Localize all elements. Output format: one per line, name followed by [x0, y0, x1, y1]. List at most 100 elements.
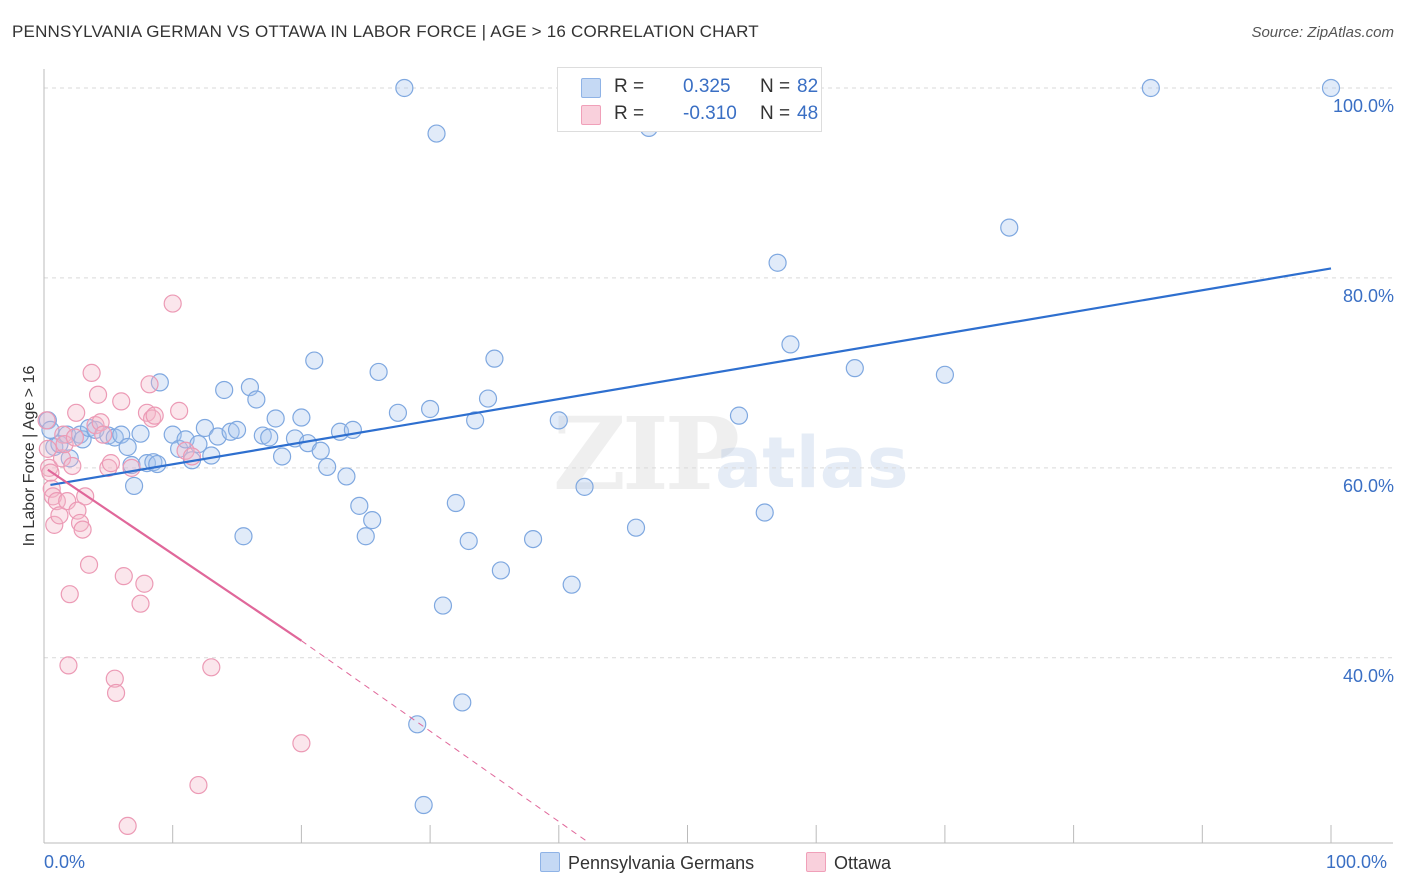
- y-tick-label: 100.0%: [1332, 95, 1394, 116]
- point-ottawa: [65, 428, 84, 447]
- point-ottawa: [145, 406, 164, 425]
- point-ottawa: [140, 375, 159, 394]
- point-ottawa: [82, 363, 101, 383]
- legend-swatch-pink: [806, 852, 826, 872]
- point-ottawa: [99, 458, 118, 477]
- point-ottawa: [79, 555, 99, 574]
- point-pennsylvania-germans: [1000, 218, 1019, 237]
- n-label: N =: [760, 76, 791, 97]
- point-ottawa: [38, 439, 57, 458]
- point-pennsylvania-germans: [227, 420, 247, 439]
- legend-swatch-blue: [540, 852, 560, 872]
- point-pennsylvania-germans: [446, 493, 465, 513]
- point-pennsylvania-germans: [491, 561, 510, 580]
- point-pennsylvania-germans: [781, 335, 800, 354]
- point-ottawa: [88, 385, 108, 404]
- n-value: 82: [797, 76, 819, 97]
- point-pennsylvania-germans: [221, 422, 240, 441]
- point-ottawa: [114, 567, 133, 586]
- point-pennsylvania-germans: [421, 399, 440, 419]
- y-tick-label: 80.0%: [1342, 285, 1394, 306]
- point-pennsylvania-germans: [729, 406, 749, 425]
- point-ottawa: [50, 506, 69, 525]
- point-pennsylvania-germans: [459, 531, 478, 551]
- point-pennsylvania-germans: [118, 437, 137, 457]
- point-ottawa: [59, 656, 78, 675]
- point-pennsylvania-germans: [369, 362, 388, 382]
- y-tick-label: 40.0%: [1342, 665, 1394, 686]
- r-value: 0.325: [683, 76, 731, 97]
- point-pennsylvania-germans: [363, 511, 382, 530]
- legend-label: Pennsylvania Germans: [568, 853, 755, 873]
- point-ottawa: [135, 574, 154, 593]
- point-ottawa: [163, 294, 182, 313]
- point-pennsylvania-germans: [935, 365, 955, 384]
- n-label: N =: [760, 103, 791, 124]
- chart-source: Source: ZipAtlas.com: [1251, 24, 1394, 41]
- point-pennsylvania-germans: [272, 447, 292, 466]
- point-pennsylvania-germans: [485, 349, 504, 368]
- point-pennsylvania-germans: [247, 390, 266, 409]
- legend-item-ottawa[interactable]: Ottawa: [806, 852, 891, 874]
- point-ottawa: [170, 401, 189, 420]
- point-ottawa: [118, 816, 137, 836]
- point-ottawa: [86, 416, 105, 435]
- point-pennsylvania-germans: [337, 467, 356, 486]
- point-pennsylvania-germans: [356, 527, 375, 546]
- legend-swatch-blue: [581, 78, 601, 98]
- point-pennsylvania-germans: [845, 359, 864, 378]
- point-pennsylvania-germans: [234, 527, 253, 546]
- point-ottawa: [143, 409, 162, 428]
- point-ottawa: [45, 515, 64, 534]
- point-ottawa: [202, 658, 221, 677]
- point-pennsylvania-germans: [1141, 78, 1160, 98]
- point-pennsylvania-germans: [562, 575, 581, 594]
- point-pennsylvania-germans: [311, 441, 330, 460]
- legend-label: Ottawa: [834, 853, 892, 873]
- point-pennsylvania-germans: [350, 496, 369, 515]
- point-pennsylvania-germans: [305, 351, 324, 370]
- point-pennsylvania-germans: [131, 424, 150, 443]
- point-ottawa: [131, 594, 150, 613]
- point-ottawa: [122, 458, 141, 477]
- point-pennsylvania-germans: [260, 428, 279, 447]
- r-label: R =: [614, 103, 645, 124]
- point-ottawa: [106, 683, 126, 703]
- point-ottawa: [94, 425, 113, 444]
- trend-line-pennsylvania-germans: [50, 267, 1332, 487]
- point-pennsylvania-germans: [575, 477, 594, 496]
- point-pennsylvania-germans: [215, 380, 234, 400]
- point-pennsylvania-germans: [453, 693, 472, 712]
- point-pennsylvania-germans: [253, 426, 272, 445]
- point-ottawa: [47, 492, 66, 511]
- point-pennsylvania-germans: [1321, 78, 1341, 98]
- point-pennsylvania-germans: [549, 411, 568, 430]
- series-legend: Pennsylvania Germans Ottawa: [0, 852, 1406, 878]
- x-tick-label-max: 100.0%: [1326, 852, 1388, 872]
- y-tick-label: 60.0%: [1342, 475, 1394, 496]
- trend-line-ottawa-extension: [301, 640, 590, 844]
- point-ottawa: [67, 403, 86, 422]
- r-label: R =: [614, 76, 645, 97]
- r-value: -0.310: [683, 103, 737, 124]
- point-ottawa: [37, 411, 56, 430]
- point-ottawa: [52, 449, 72, 468]
- point-pennsylvania-germans: [195, 418, 214, 438]
- point-pennsylvania-germans: [427, 124, 446, 143]
- point-pennsylvania-germans: [124, 476, 144, 496]
- point-ottawa: [54, 425, 73, 444]
- point-pennsylvania-germans: [395, 78, 414, 98]
- watermark-atlas: atlas: [715, 422, 909, 504]
- point-pennsylvania-germans: [433, 596, 453, 615]
- point-ottawa: [73, 520, 92, 539]
- correlation-legend: R = 0.325 N = 82 R = -0.310 N = 48: [557, 67, 822, 132]
- point-ottawa: [292, 734, 311, 753]
- legend-item-pennsylvania-germans[interactable]: Pennsylvania Germans: [540, 852, 754, 874]
- point-pennsylvania-germans: [148, 454, 167, 474]
- point-pennsylvania-germans: [292, 408, 311, 427]
- point-ottawa: [55, 435, 74, 454]
- point-pennsylvania-germans: [768, 253, 787, 272]
- point-pennsylvania-germans: [318, 457, 337, 477]
- watermark-zip: ZIP: [553, 395, 740, 513]
- point-ottawa: [112, 392, 131, 411]
